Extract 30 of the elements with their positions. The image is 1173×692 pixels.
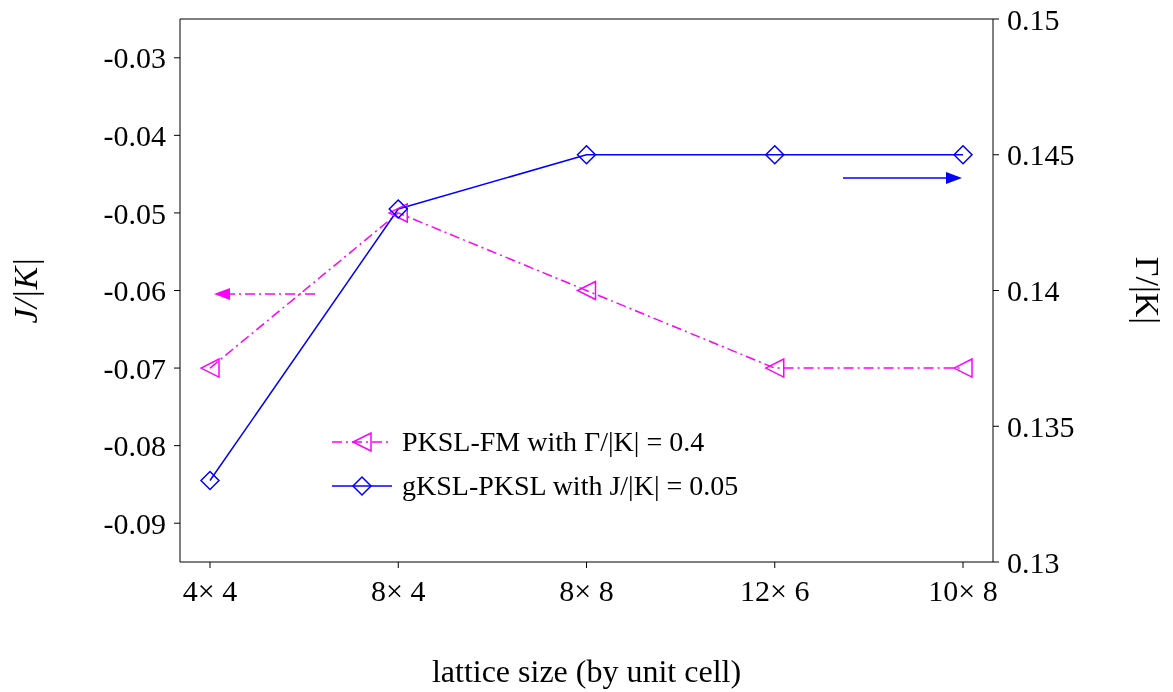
- x-tick-label: 4× 4: [182, 574, 238, 608]
- x-axis-title: lattice size (by unit cell): [431, 653, 742, 689]
- y2-tick-label: 0.145: [1007, 138, 1075, 172]
- y-tick-label: -0.07: [103, 351, 166, 385]
- y2-tick-label: 0.13: [1007, 545, 1060, 579]
- y-tick-label: -0.05: [103, 196, 166, 230]
- y-tick-label: -0.09: [103, 506, 166, 540]
- x-tick-label: 12× 6: [740, 574, 810, 608]
- point: [765, 358, 785, 378]
- legend-label: gKSL-PKSL with J/|K| = 0.05: [402, 470, 739, 502]
- point: [765, 145, 785, 165]
- y2-tick-label: 0.14: [1007, 274, 1060, 308]
- y-tick-label: -0.03: [103, 41, 166, 75]
- x-tick-label: 8× 4: [371, 574, 426, 608]
- point: [953, 358, 973, 378]
- legend-label: PKSL-FM with Γ/|K| = 0.4: [402, 426, 705, 458]
- y-tick-label: -0.04: [103, 119, 166, 153]
- y-tick-label: -0.06: [103, 274, 166, 308]
- point: [953, 145, 973, 165]
- point: [576, 145, 597, 165]
- point: [576, 280, 597, 301]
- point: [200, 358, 220, 378]
- y-tick-label: -0.08: [103, 429, 166, 463]
- y2-axis-title: Γ/|K|: [1128, 256, 1166, 325]
- y2-tick-label: 0.15: [1007, 2, 1060, 36]
- x-tick-label: 10× 8: [928, 574, 998, 608]
- y2-tick-label: 0.135: [1007, 409, 1075, 443]
- point: [200, 470, 220, 491]
- x-tick-label: 8× 8: [559, 574, 614, 608]
- y-axis-title: J/|K|: [7, 257, 45, 324]
